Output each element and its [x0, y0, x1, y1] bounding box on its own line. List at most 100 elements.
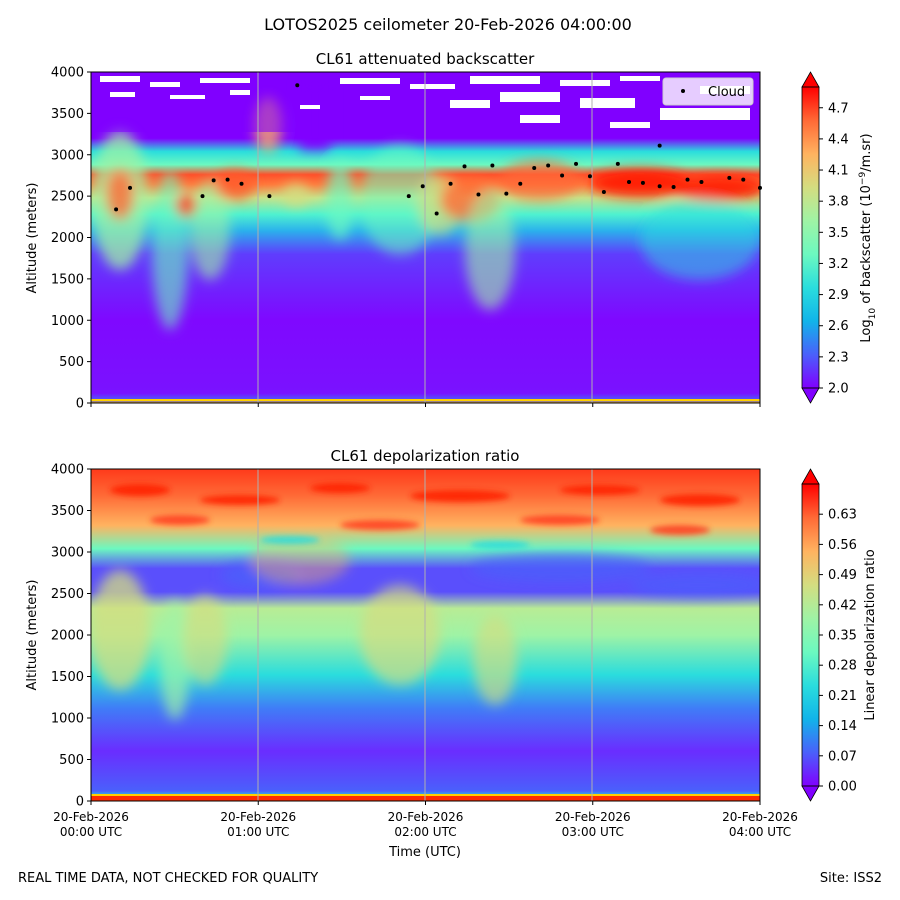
backscatter-x-ticks	[90, 403, 761, 407]
cloud-base-point	[295, 83, 300, 88]
depolarization-y-tick-label: 3000	[51, 546, 84, 561]
backscatter-y-tick-label: 3500	[51, 107, 84, 122]
depolarization-colorbar-tick-label: 0.63	[828, 508, 857, 523]
backscatter-panel: CL61 attenuated backscatter	[25, 50, 878, 412]
depolarization-y-label: Altitude (meters)	[25, 580, 40, 691]
backscatter-y-ticks: 0 500 1000 1500 2000 2500 3000 3500 4000	[51, 66, 91, 412]
backscatter-colorbar-min-extend	[801, 387, 820, 404]
cloud-base-point	[267, 194, 272, 199]
depolarization-x-tick-label-time: 02:00 UTC	[394, 825, 456, 839]
depolarization-x-label: Time (UTC)	[388, 845, 461, 860]
depolarization-y-tick-label: 0	[76, 795, 84, 810]
backscatter-colorbar-tick-label: 4.7	[828, 101, 849, 116]
depolarization-heatmap	[91, 469, 760, 801]
cloud-legend-marker	[681, 89, 685, 93]
backscatter-y-tick-label: 0	[76, 397, 84, 412]
depolarization-y-tick-label: 4000	[51, 463, 84, 478]
backscatter-colorbar-tick-label: 4.1	[828, 164, 849, 179]
backscatter-colorbar-tick-label: 2.9	[828, 288, 849, 303]
cloud-base-point	[476, 192, 481, 197]
cloud-base-point	[657, 184, 662, 189]
cloud-base-point	[640, 180, 645, 185]
cloud-base-point	[448, 181, 453, 186]
cloud-base-point	[741, 177, 746, 182]
depolarization-colorbar-tick-label: 0.00	[828, 780, 857, 795]
cloud-base-point	[601, 189, 606, 194]
depolarization-y-tick-label: 2000	[51, 629, 84, 644]
depolarization-colorbar-tick-label: 0.07	[828, 749, 857, 764]
cloud-base-point	[685, 177, 690, 182]
depolarization-x-tick-label: 20-Feb-2026	[53, 810, 129, 824]
backscatter-y-label: Altitude (meters)	[25, 183, 40, 294]
depolarization-x-tick-label-time: 04:00 UTC	[729, 825, 791, 839]
cloud-base-point	[406, 194, 411, 199]
depolarization-x-tick-label-time: 00:00 UTC	[60, 825, 122, 839]
depolarization-colorbar-gradient	[802, 484, 819, 786]
cloud-base-point	[200, 194, 205, 199]
backscatter-colorbar-tick-label: 4.4	[828, 132, 849, 147]
depolarization-y-tick-label: 2500	[51, 587, 84, 602]
depolarization-y-tick-label: 1500	[51, 670, 84, 685]
backscatter-y-tick-label: 3000	[51, 148, 84, 163]
cloud-base-point	[128, 185, 133, 190]
depolarization-colorbar-tick-label: 0.56	[828, 538, 857, 553]
footer-site: Site: ISS2	[820, 871, 882, 886]
depolarization-colorbar-tick-label: 0.49	[828, 568, 857, 583]
depolarization-title: CL61 depolarization ratio	[331, 447, 520, 465]
depolarization-x-tick-label: 20-Feb-2026	[722, 810, 798, 824]
depolarization-x-tick-label: 20-Feb-2026	[555, 810, 631, 824]
cloud-base-point	[211, 178, 216, 183]
depolarization-x-tick-label-time: 03:00 UTC	[562, 825, 624, 839]
cloud-base-point	[462, 164, 467, 169]
backscatter-colorbar-tick-label: 3.8	[828, 195, 849, 210]
backscatter-colorbar-tick-label: 2.3	[828, 350, 849, 365]
backscatter-colorbar-label: Log10 of backscatter (10−9/m.sr)	[858, 133, 878, 342]
backscatter-y-tick-label: 500	[59, 355, 84, 370]
depolarization-x-tick-label: 20-Feb-2026	[220, 810, 296, 824]
depolarization-y-tick-label: 500	[59, 753, 84, 768]
cloud-legend-label: Cloud	[708, 85, 745, 100]
depolarization-x-tick-label: 20-Feb-2026	[388, 810, 464, 824]
backscatter-y-tick-label: 1000	[51, 314, 84, 329]
cloud-base-point	[699, 180, 704, 185]
backscatter-colorbar-tick-label: 3.2	[828, 257, 849, 272]
depolarization-colorbar-tick-label: 0.21	[828, 689, 857, 704]
cloud-base-point	[657, 143, 662, 148]
depolarization-colorbar-tick-label: 0.42	[828, 598, 857, 613]
cloud-base-point	[727, 175, 732, 180]
depolarization-y-tick-label: 1000	[51, 712, 84, 727]
backscatter-colorbar-tick-label: 2.6	[828, 319, 849, 334]
cloud-base-point	[546, 163, 551, 168]
cloud-base-point	[532, 165, 537, 170]
depolarization-colorbar-max-extend	[801, 468, 820, 485]
cloud-base-point	[114, 207, 119, 212]
cloud-base-point	[504, 191, 509, 196]
depolarization-colorbar-min-extend	[801, 785, 820, 802]
backscatter-colorbar: 2.0 2.3 2.6 2.9 3.2 3.5 3.8 4.1 4.4 4.7 Log10 of …	[801, 71, 878, 404]
cloud-base-point	[574, 161, 579, 166]
cloud-base-point	[587, 174, 592, 179]
backscatter-colorbar-gradient	[802, 87, 819, 388]
depolarization-colorbar-tick-label: 0.35	[828, 629, 857, 644]
cloud-base-point	[420, 184, 425, 189]
depolarization-colorbar-label: Linear depolarization ratio	[863, 549, 878, 720]
figure-title: LOTOS2025 ceilometer 20-Feb-2026 04:00:0…	[264, 15, 632, 34]
cloud-base-point	[490, 163, 495, 168]
backscatter-y-tick-label: 2500	[51, 190, 84, 205]
cloud-base-point	[434, 211, 439, 216]
depolarization-y-tick-label: 3500	[51, 504, 84, 519]
cloud-base-point	[239, 181, 244, 186]
cloud-base-point	[615, 161, 620, 166]
backscatter-y-tick-label: 2000	[51, 231, 84, 246]
backscatter-colorbar-tick-label: 2.0	[828, 382, 849, 397]
backscatter-y-tick-label: 1500	[51, 272, 84, 287]
depolarization-colorbar-tick-label: 0.14	[828, 719, 857, 734]
backscatter-colorbar-max-extend	[801, 71, 820, 88]
backscatter-y-tick-label: 4000	[51, 66, 84, 81]
footer-quality-note: REAL TIME DATA, NOT CHECKED FOR QUALITY	[18, 871, 318, 886]
backscatter-colorbar-tick-label: 3.5	[828, 226, 849, 241]
depolarization-colorbar-tick-label: 0.28	[828, 659, 857, 674]
cloud-base-point	[560, 173, 565, 178]
